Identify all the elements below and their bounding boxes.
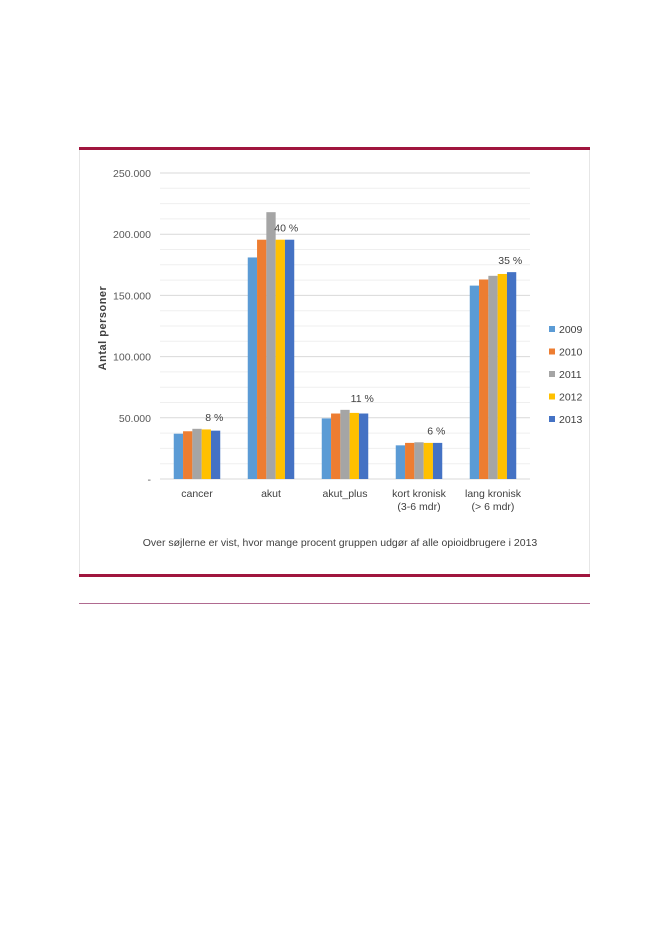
percent-label: 40 % [274, 223, 298, 235]
bar-2013 [210, 430, 221, 479]
legend-swatch-2010 [549, 348, 555, 355]
y-tick-label: - [148, 474, 152, 486]
percent-label: 35 % [498, 255, 522, 267]
bar-2009 [173, 433, 184, 479]
bar-2011 [266, 212, 276, 479]
percent-label: 6 % [427, 425, 445, 437]
percent-labels: 8 % 40 % 11 % 6 % 35 % [205, 223, 522, 438]
bar-2009 [395, 445, 406, 479]
legend-swatch-2011 [549, 371, 555, 377]
legend-swatch-2013 [549, 416, 555, 422]
legend-swatch-2012 [549, 393, 555, 400]
bar-2011 [414, 442, 424, 479]
bar-2013 [506, 272, 517, 479]
category-label: cancer [181, 488, 213, 500]
category-label: (3-6 mdr) [397, 501, 440, 513]
bar-2013 [284, 239, 295, 479]
bar-2009 [247, 257, 258, 479]
legend: 2009 2010 2011 2012 2013 [549, 324, 583, 426]
bar-2009 [321, 418, 332, 479]
legend-label: 2009 [559, 324, 583, 336]
y-tick-label: 200.000 [113, 229, 151, 241]
y-tick-label: 50.000 [119, 413, 151, 425]
figure-top-rule [79, 147, 590, 150]
bar-2010 [331, 413, 341, 479]
y-tick-label: 100.000 [113, 352, 151, 364]
bar-2010 [183, 431, 193, 479]
y-tick-label: 250.000 [113, 168, 151, 180]
bar-2010 [479, 279, 489, 479]
category-labels: cancer akut akut_plus kort kronisk(3-6 mdr)… [181, 488, 522, 513]
percent-label: 11 % [351, 393, 374, 405]
category-label: akut_plus [323, 488, 368, 500]
bar-2010 [405, 442, 415, 479]
legend-swatch-2009 [549, 326, 555, 332]
y-axis-label: Antal personer [97, 285, 109, 370]
category-label: lang kronisk [465, 488, 522, 500]
bar-2013 [432, 442, 443, 479]
chart-note: Over søjlerne er vist, hvor mange procen… [143, 537, 538, 549]
figure-frame [79, 150, 590, 574]
bar-2013 [358, 413, 369, 479]
bar-2012 [423, 442, 433, 479]
bar-2012 [349, 412, 359, 479]
y-tick-label: 150.000 [113, 290, 151, 302]
bar-2011 [488, 275, 498, 479]
bar-2011 [340, 409, 350, 479]
bar-2010 [257, 239, 267, 479]
category-label: (> 6 mdr) [472, 501, 515, 513]
legend-label: 2013 [559, 414, 583, 426]
bars [173, 212, 517, 479]
legend-label: 2011 [559, 369, 582, 381]
bar-2011 [192, 428, 202, 479]
figure-bottom-rule [79, 574, 590, 577]
section-divider [79, 603, 590, 604]
category-label: kort kronisk [392, 488, 446, 500]
legend-label: 2012 [559, 392, 583, 404]
category-label: akut [261, 488, 281, 500]
y-axis-ticks: - 50.000 100.000 150.000 200.000 250.000 [113, 168, 151, 486]
bar-2012 [201, 429, 211, 479]
percent-label: 8 % [205, 412, 223, 424]
bar-2012 [497, 273, 507, 479]
bar-2012 [275, 239, 285, 479]
bar-2009 [469, 285, 480, 479]
legend-label: 2010 [559, 347, 583, 359]
